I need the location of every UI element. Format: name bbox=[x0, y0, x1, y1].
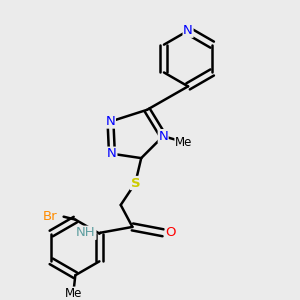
Text: N: N bbox=[107, 147, 117, 160]
Text: N: N bbox=[158, 130, 168, 143]
Text: O: O bbox=[165, 226, 176, 239]
Text: Me: Me bbox=[65, 287, 82, 300]
Text: N: N bbox=[183, 24, 193, 37]
Text: NH: NH bbox=[76, 226, 96, 239]
Text: Me: Me bbox=[175, 136, 192, 148]
Text: Br: Br bbox=[43, 210, 57, 223]
Text: S: S bbox=[130, 176, 140, 190]
Text: N: N bbox=[106, 115, 115, 128]
